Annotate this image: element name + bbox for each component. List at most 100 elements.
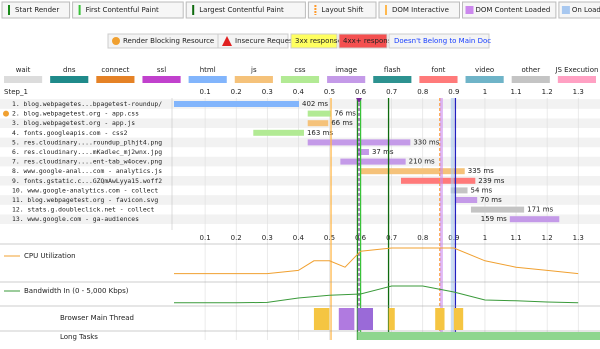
type-legend-swatch — [557, 76, 596, 83]
request-duration: 66 ms — [331, 119, 353, 127]
request-label: 8. www.google-anal...com - analytics.js — [12, 167, 162, 175]
x-tick-label-bottom: 0.1 — [200, 234, 211, 242]
main-thread-block — [435, 308, 445, 330]
x-tick-label-bottom: 1.3 — [573, 234, 584, 242]
request-label: 4. fonts.googleapis.com - css2 — [12, 129, 128, 137]
request-label: 6. res.cloudinary....mKadlec_mj2wnx.jpg — [12, 148, 162, 156]
legend-text: Start Render — [15, 6, 59, 14]
type-legend-text: dns — [63, 66, 76, 74]
x-tick-label-bottom: 0.2 — [231, 234, 242, 242]
type-legend-swatch — [50, 76, 89, 83]
x-tick-label-bottom: 1.1 — [510, 234, 521, 242]
flag-box — [290, 33, 338, 49]
request-bar — [450, 187, 468, 194]
request-bar — [253, 129, 304, 136]
request-label: 2. blog.webpagetest.org - app.css — [12, 110, 139, 118]
x-tick-label: 0.7 — [386, 88, 397, 96]
bandwidth-line — [174, 285, 579, 304]
type-legend-swatch — [142, 76, 181, 83]
type-legend-swatch — [373, 76, 412, 83]
request-bar — [400, 177, 476, 184]
type-legend-text: css — [294, 66, 305, 74]
type-legend-text: ssl — [157, 66, 166, 74]
legend-swatch — [561, 6, 570, 14]
request-duration: 54 ms — [471, 186, 493, 194]
type-legend-text: js — [250, 66, 257, 74]
x-tick-label-bottom: 0.9 — [448, 234, 459, 242]
type-legend-text: flash — [384, 66, 401, 74]
step-label: Step_1 — [4, 88, 28, 96]
x-tick-label: 0.1 — [200, 88, 211, 96]
cpu-line — [174, 247, 579, 275]
x-tick-label-bottom: 0.8 — [417, 234, 428, 242]
legend-swatch — [465, 6, 474, 14]
legend-text: Largest Contentful Paint — [199, 6, 284, 14]
request-bar — [307, 110, 332, 117]
panel-label: Bandwidth In (0 - 5,000 Kbps) — [24, 287, 129, 295]
legend-box — [307, 1, 377, 19]
request-label: 7. res.cloudinary....ent-tab_w4ocev.png — [12, 158, 162, 166]
flag-box — [217, 33, 289, 49]
request-bar — [360, 168, 465, 175]
request-duration: 210 ms — [409, 158, 435, 166]
main-thread-block — [313, 308, 330, 330]
event-marker — [356, 98, 363, 103]
request-label: 1. blog.webpagetes...bpagetest-roundup/ — [12, 100, 162, 108]
type-legend-swatch — [280, 76, 320, 83]
row-shade — [0, 137, 600, 148]
request-label: 11. blog.webpagetest.org - favicon.svg — [12, 196, 158, 204]
request-bar — [307, 139, 411, 146]
row-shade — [0, 118, 600, 128]
legend-box — [72, 1, 184, 19]
flag-box — [388, 33, 490, 49]
x-tick-label-bottom: 0.5 — [324, 234, 335, 242]
request-duration: 159 ms — [481, 215, 507, 223]
request-duration: 171 ms — [527, 206, 553, 214]
type-legend-swatch — [327, 76, 366, 83]
event-band — [450, 98, 454, 340]
request-label: 9. fonts.gstatic.c...GZQmAwLyya15.woff2 — [12, 177, 162, 185]
type-legend-swatch — [511, 76, 550, 83]
legend-box — [462, 1, 557, 19]
legend-text: First Contentful Paint — [86, 6, 159, 14]
legend-box — [378, 1, 460, 19]
row-shade — [0, 214, 600, 224]
type-legend-text: image — [335, 66, 357, 74]
type-legend-text: connect — [101, 66, 129, 74]
legend-text: Layout Shift — [321, 6, 363, 14]
flag-box — [338, 33, 388, 49]
type-legend-text: video — [475, 66, 494, 74]
request-label: 3. blog.webpagetest.org - app.js — [12, 119, 135, 127]
x-tick-label-bottom: 0.4 — [293, 234, 305, 242]
request-bar — [357, 149, 369, 155]
request-label: 5. res.cloudinary....roundup_plhjt4.png — [12, 138, 162, 146]
request-duration: 402 ms — [302, 100, 328, 108]
x-tick-label: 0.9 — [448, 88, 459, 96]
x-tick-label-bottom: 0.3 — [262, 234, 273, 242]
flag-text: 3xx response — [295, 37, 342, 45]
type-legend-swatch — [419, 76, 458, 83]
request-duration: 239 ms — [478, 177, 504, 185]
type-legend-text: other — [521, 66, 540, 74]
legend-text: DOM Content Loaded — [476, 6, 551, 14]
row-shade — [0, 99, 600, 109]
event-band — [439, 98, 443, 340]
x-tick-label: 1.1 — [510, 88, 521, 96]
request-duration: 37 ms — [372, 148, 394, 156]
x-tick-label: 1 — [483, 88, 487, 96]
row-shade — [0, 176, 600, 186]
request-label: 13. www.google.com - ga-audiences — [12, 215, 139, 223]
x-tick-label-bottom: 1 — [483, 234, 487, 242]
request-label: 12. stats.g.doubleclick.net - collect — [12, 206, 155, 214]
main-thread-block — [388, 308, 395, 330]
request-duration: 335 ms — [468, 167, 494, 175]
x-tick-label: 1.3 — [573, 88, 584, 96]
x-tick-label-bottom: 0.7 — [386, 234, 397, 242]
type-legend-swatch — [465, 76, 504, 83]
type-legend-swatch — [4, 76, 43, 83]
legend-text: DOM Interactive — [392, 6, 449, 14]
request-duration: 163 ms — [307, 129, 333, 137]
legend-box — [1, 1, 71, 19]
main-thread-block — [453, 308, 464, 330]
